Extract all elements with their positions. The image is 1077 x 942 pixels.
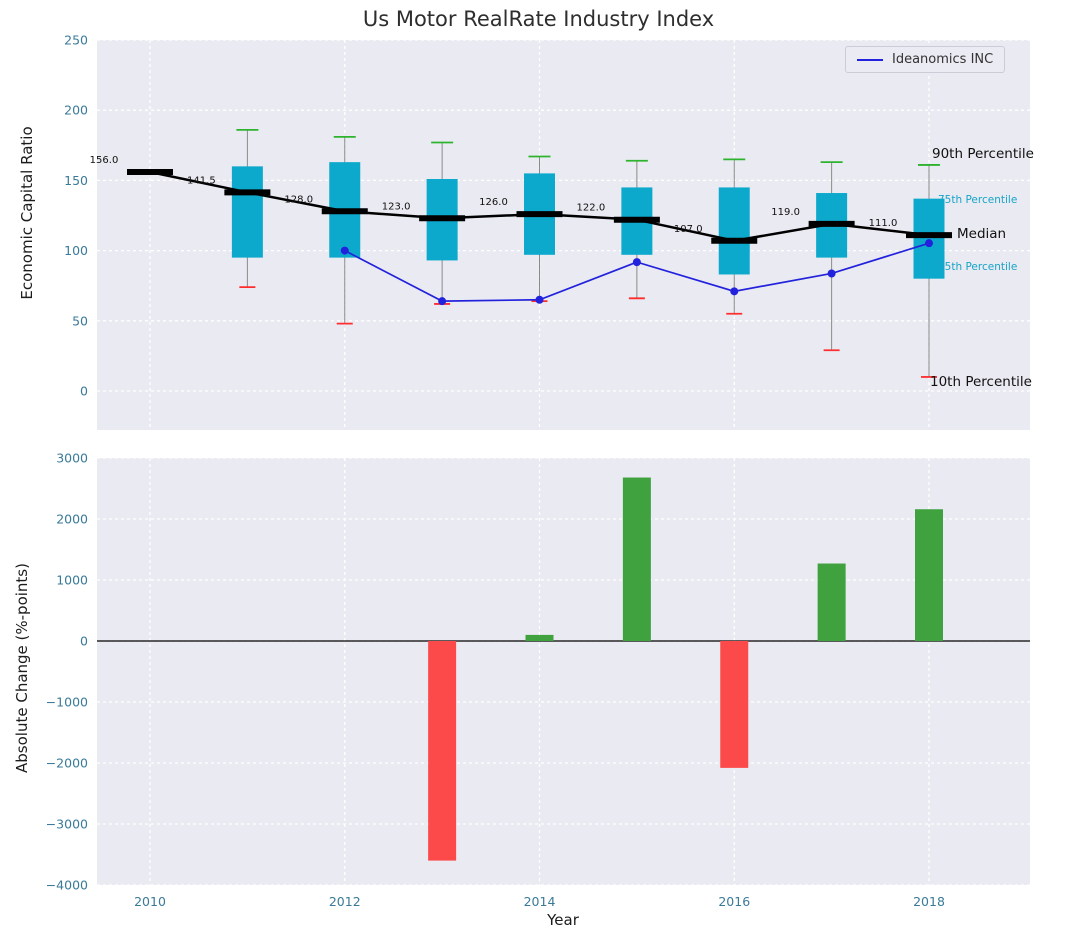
company-point-2018 bbox=[925, 239, 933, 248]
change-bar-2016 bbox=[720, 641, 749, 768]
top-y-tick: 200 bbox=[64, 103, 88, 118]
top-y-tick: 0 bbox=[80, 384, 88, 399]
median-value-label-2011: 141.5 bbox=[187, 175, 216, 186]
change-bar-2018 bbox=[915, 509, 943, 641]
company-point-2012 bbox=[340, 246, 349, 255]
legend: Ideanomics INC bbox=[845, 46, 1006, 73]
median-value-label-2013: 123.0 bbox=[382, 201, 411, 212]
median-value-label-2014: 126.0 bbox=[479, 197, 508, 208]
chart-title: Us Motor RealRate Industry Index bbox=[362, 7, 715, 31]
median-value-label-2012: 128.0 bbox=[284, 194, 313, 205]
iqr-box-2011 bbox=[231, 166, 263, 258]
x-tick: 2014 bbox=[524, 894, 556, 909]
bottom-y-tick: 3000 bbox=[56, 451, 88, 466]
bottom-y-tick: −4000 bbox=[46, 878, 88, 893]
bottom-panel bbox=[97, 458, 1030, 885]
bottom-y-tick: 1000 bbox=[56, 573, 88, 588]
median-value-label-2018: 111.0 bbox=[869, 218, 898, 229]
top-y-tick: 150 bbox=[64, 173, 88, 188]
company-point-2015 bbox=[632, 258, 641, 267]
company-point-2016 bbox=[730, 287, 739, 296]
median-value-label-2016: 107.0 bbox=[674, 224, 703, 235]
company-point-2013 bbox=[438, 297, 447, 306]
bottom-y-tick: −3000 bbox=[46, 817, 88, 832]
bottom-y-tick: −1000 bbox=[46, 695, 88, 710]
change-bar-2013 bbox=[428, 641, 457, 861]
annotation-median: Median bbox=[957, 226, 1007, 242]
top-y-axis-label: Economic Capital Ratio bbox=[18, 126, 36, 300]
top-y-tick: 100 bbox=[64, 243, 88, 258]
x-tick: 2012 bbox=[329, 894, 361, 909]
legend-label: Ideanomics INC bbox=[892, 52, 994, 67]
annotation-90th-percentile: 90th Percentile bbox=[932, 146, 1034, 162]
change-bar-2017 bbox=[817, 563, 846, 641]
bottom-y-tick: −2000 bbox=[46, 756, 88, 771]
change-bar-2014 bbox=[525, 634, 554, 641]
annotation-25th-percentile: 25th Percentile bbox=[938, 261, 1018, 273]
x-axis-label: Year bbox=[547, 911, 579, 929]
median-value-label-2015: 122.0 bbox=[577, 203, 606, 214]
x-tick: 2010 bbox=[134, 894, 166, 909]
x-tick: 2018 bbox=[913, 894, 945, 909]
iqr-box-2016 bbox=[718, 187, 750, 275]
median-value-label-2010: 156.0 bbox=[90, 155, 119, 166]
company-point-2014 bbox=[535, 295, 544, 304]
top-y-tick: 50 bbox=[72, 313, 88, 328]
top-y-tick: 250 bbox=[64, 33, 88, 48]
iqr-box-2018 bbox=[913, 198, 945, 279]
change-bar-2015 bbox=[622, 477, 651, 641]
bottom-y-axis-label: Absolute Change (%-points) bbox=[13, 563, 31, 773]
annotation-75th-percentile: 75th Percentile bbox=[938, 194, 1018, 206]
bottom-y-tick: 2000 bbox=[56, 512, 88, 527]
bottom-y-tick: 0 bbox=[80, 634, 88, 649]
annotation-10th-percentile: 10th Percentile bbox=[930, 374, 1032, 390]
x-tick: 2016 bbox=[718, 894, 750, 909]
company-point-2017 bbox=[827, 269, 836, 278]
legend-line-sample bbox=[857, 58, 883, 61]
median-value-label-2017: 119.0 bbox=[771, 207, 800, 218]
